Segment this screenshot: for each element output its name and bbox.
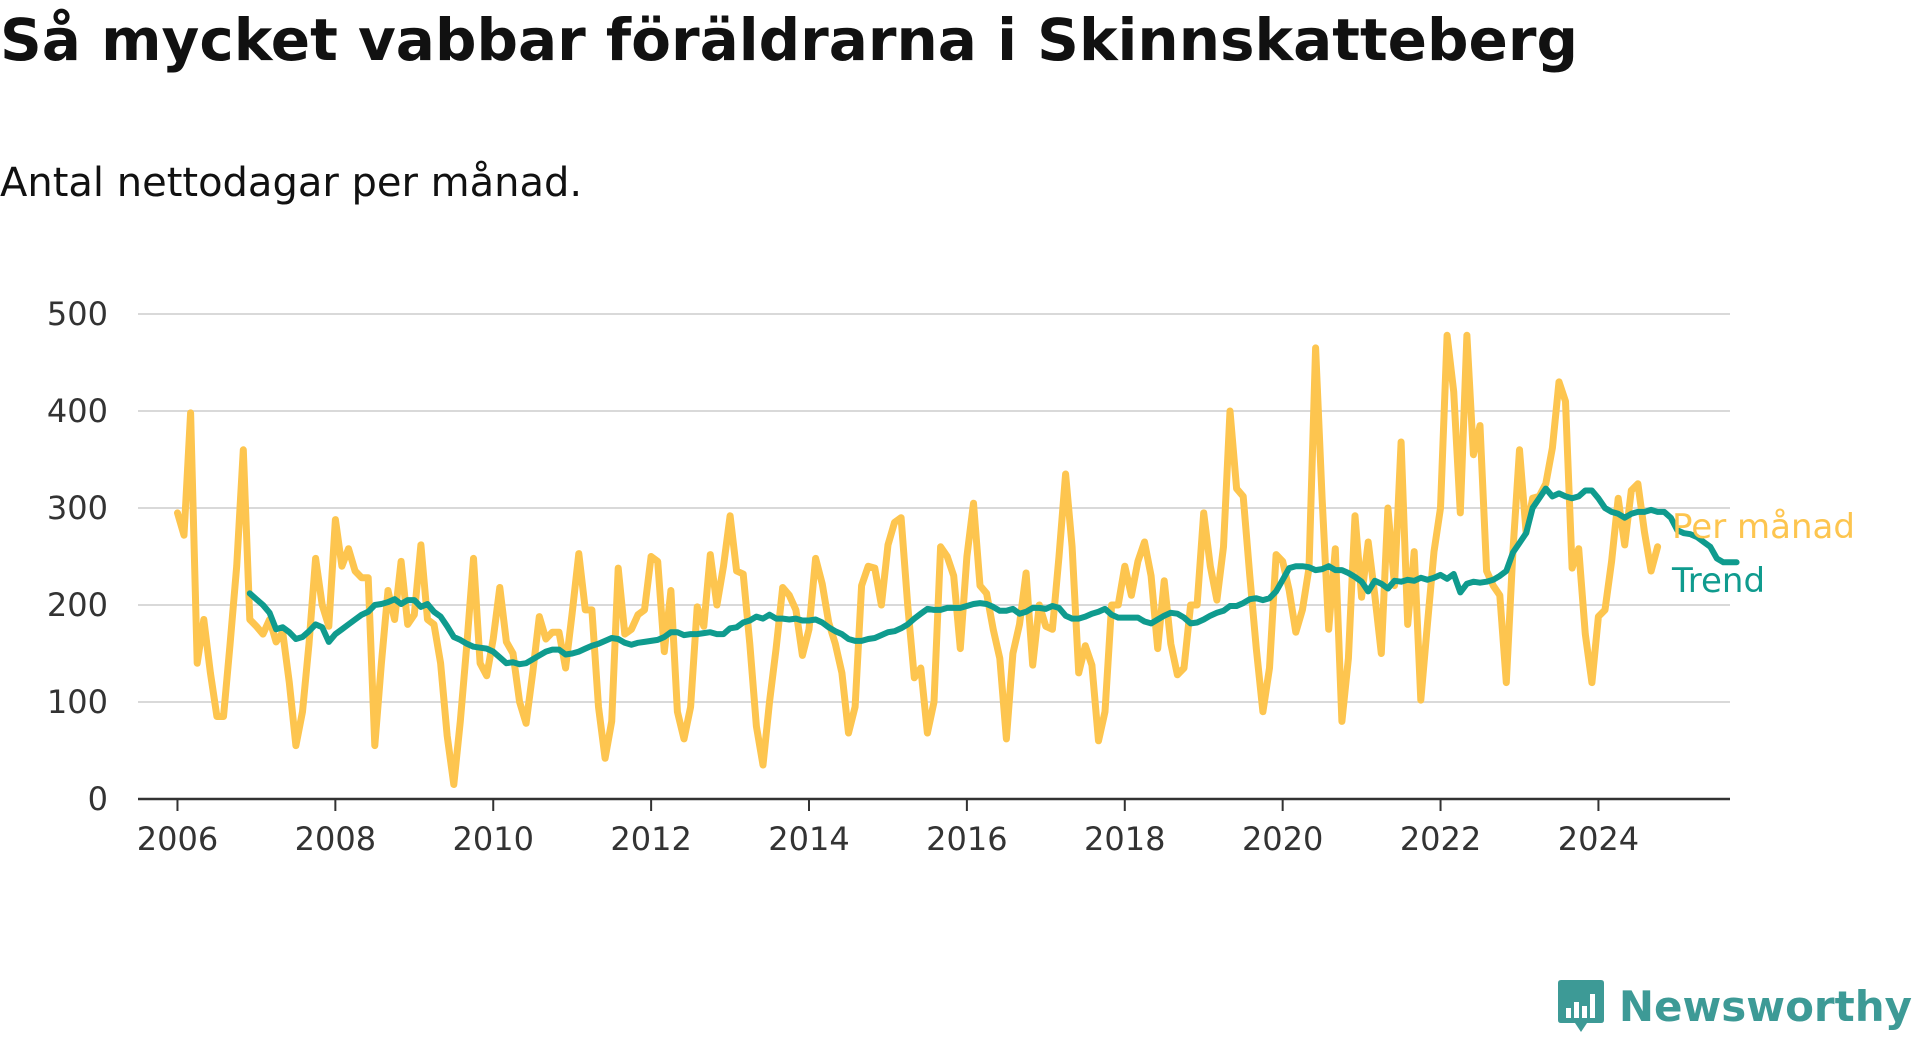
monthly-series-line <box>174 331 1662 788</box>
x-tick-label: 2010 <box>453 820 534 858</box>
x-tick-label: 2014 <box>768 820 849 858</box>
x-tick-label: 2012 <box>610 820 691 858</box>
legend-label-monthly: Per månad <box>1672 507 1855 547</box>
x-tick-label: 2020 <box>1242 820 1323 858</box>
series-lines <box>174 331 1740 788</box>
y-tick-label: 0 <box>88 780 108 818</box>
x-tick-label: 2006 <box>137 820 218 858</box>
chart-subtitle: Antal nettodagar per månad. <box>0 160 583 206</box>
axes: 0 100 200 300 400 500 2006 2008 2010 2012 2014 2016… <box>47 295 1730 858</box>
x-tick-label: 2008 <box>295 820 376 858</box>
bar-chart-logo-icon <box>1557 980 1604 1032</box>
y-tick-label: 400 <box>47 392 108 430</box>
trend-series-line <box>246 485 1740 668</box>
series-labels: Per månad Trend <box>1671 507 1855 601</box>
x-tick-label: 2016 <box>926 820 1007 858</box>
y-tick-label: 300 <box>47 489 108 527</box>
x-tick-label: 2022 <box>1400 820 1481 858</box>
y-tick-label: 200 <box>47 586 108 624</box>
legend-label-trend: Trend <box>1671 561 1765 601</box>
brand-name: Newsworthy <box>1618 981 1912 1031</box>
x-tick-label: 2024 <box>1558 820 1639 858</box>
x-tick-label: 2018 <box>1084 820 1165 858</box>
brand-logo: Newsworthy <box>1557 978 1912 1034</box>
y-tick-label: 500 <box>47 295 108 333</box>
chart-title: Så mycket vabbar föräldrarna i Skinnskat… <box>0 6 1578 74</box>
y-tick-label: 100 <box>47 683 108 721</box>
